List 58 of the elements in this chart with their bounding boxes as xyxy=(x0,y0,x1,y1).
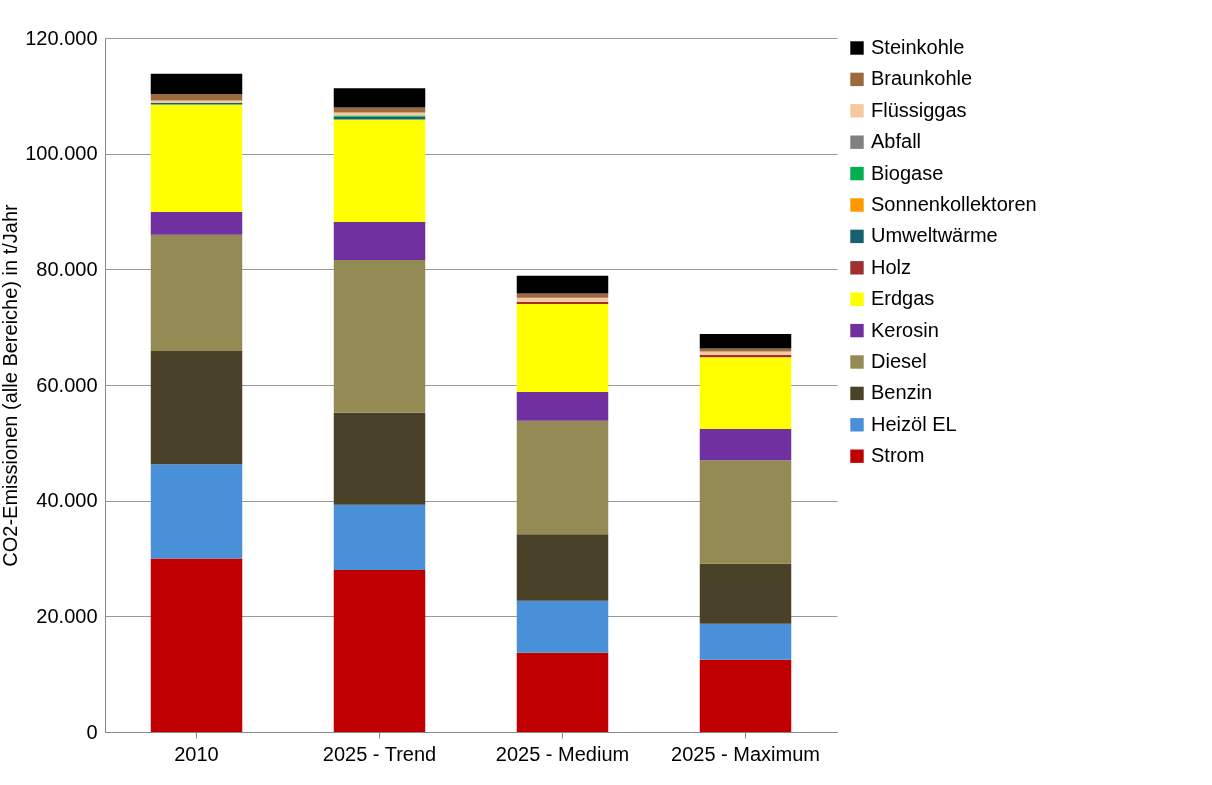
bar xyxy=(333,119,426,222)
y-tick-label: 80.000 xyxy=(36,257,98,280)
legend-label: Sonnenkollektoren xyxy=(871,193,1037,215)
y-tick-label: 60.000 xyxy=(36,373,98,396)
bar xyxy=(699,460,792,564)
bar xyxy=(516,420,609,535)
bar xyxy=(699,659,792,732)
bar xyxy=(699,357,792,429)
bar xyxy=(516,600,609,653)
y-axis-title: CO2-Emissionen (alle Bereiche) in t/Jahr xyxy=(0,203,22,567)
bar xyxy=(516,297,609,302)
bar xyxy=(699,623,792,660)
bar xyxy=(150,234,243,351)
legend-label: Holz xyxy=(871,255,912,278)
legend-label: Kerosin xyxy=(871,318,939,341)
x-tick-label: 2025 - Maximum xyxy=(671,742,820,765)
bar xyxy=(333,107,426,113)
legend-label: Steinkohle xyxy=(871,36,965,58)
bar xyxy=(333,88,426,108)
y-tick-label: 40.000 xyxy=(36,489,98,512)
legend-label: Erdgas xyxy=(871,287,935,310)
bar xyxy=(516,304,609,392)
bar xyxy=(699,428,792,461)
bar xyxy=(333,260,426,413)
bar xyxy=(150,464,243,559)
bar xyxy=(516,293,609,298)
legend-label: Benzin xyxy=(871,381,933,404)
bar xyxy=(516,534,609,601)
legend-label: Biogase xyxy=(871,161,944,184)
bar xyxy=(699,334,792,349)
legend-label: Abfall xyxy=(871,130,922,153)
legend-label: Strom xyxy=(871,444,925,467)
y-tick-label: 100.000 xyxy=(25,142,98,165)
legend-label: Umweltwärme xyxy=(871,224,998,247)
bar xyxy=(150,558,243,732)
bar xyxy=(333,504,426,571)
bar xyxy=(150,212,243,235)
legend-label: Braunkohle xyxy=(871,67,973,90)
y-tick-label: 0 xyxy=(86,720,98,743)
x-tick-label: 2025 - Trend xyxy=(322,742,437,765)
bar xyxy=(516,275,609,294)
bar xyxy=(150,104,243,213)
y-tick-label: 20.000 xyxy=(36,604,98,627)
bar xyxy=(150,73,243,95)
bar xyxy=(333,221,426,261)
legend-label: Heizöl EL xyxy=(871,412,957,435)
bar xyxy=(516,652,609,732)
legend-label: Flüssiggas xyxy=(871,98,967,121)
legend-label: Diesel xyxy=(871,350,927,372)
y-tick-label: 120.000 xyxy=(25,26,98,49)
bar xyxy=(333,412,426,505)
bar xyxy=(516,391,609,421)
bar xyxy=(150,94,243,101)
x-tick-label: 2025 - Medium xyxy=(495,742,630,765)
bar xyxy=(699,563,792,624)
x-tick-label: 2010 xyxy=(174,742,219,765)
bar xyxy=(150,350,243,465)
bar xyxy=(333,570,426,732)
